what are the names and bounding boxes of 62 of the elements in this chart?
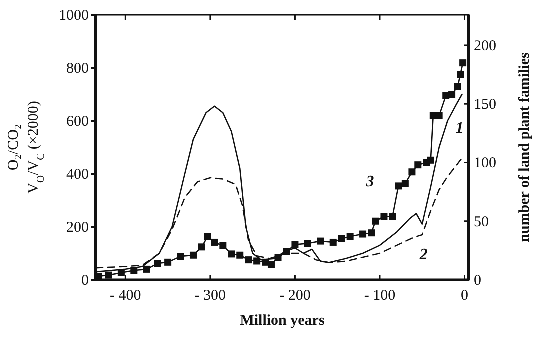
series-label: 1 [456,120,464,137]
y2-tick-label: 100 [474,156,496,172]
point [245,256,252,264]
point [204,233,212,240]
point [389,213,396,220]
y-tick-label: 1000 [59,8,89,24]
y2-axis-title: number of land plant families [517,52,533,242]
y-tick-label: 200 [66,220,89,236]
point [190,252,197,259]
point [236,252,244,259]
point [380,213,388,220]
x-tick-label: 0 [461,288,469,304]
point [408,168,416,176]
x-tick-label: - 300 [194,288,226,304]
point [292,241,299,248]
point [368,230,376,237]
point [254,258,261,265]
point [274,254,282,262]
point [402,180,409,188]
point [460,60,467,67]
x-axis-title: Million years [240,313,325,329]
series-label: 3 [365,174,374,191]
point [177,253,184,260]
point [105,272,112,279]
point [457,71,464,78]
y-tick-label: 0 [82,273,89,289]
point [338,235,346,242]
y-tick-label: 400 [66,167,89,183]
x-tick-label: - 400 [110,288,142,304]
point [228,250,236,258]
point [262,258,270,266]
point [454,83,462,90]
series-label: 2 [418,246,428,264]
point [360,230,367,238]
point [448,91,456,98]
point [268,261,275,268]
y2-tick-label: 150 [474,97,496,114]
point [198,244,206,251]
point [414,162,422,169]
x-tick-label: - 100 [364,288,396,304]
point [130,267,138,274]
point [164,258,172,266]
x-tick-label: - 200 [280,288,311,304]
y2-tick-label: 50 [474,214,489,230]
point [211,238,218,246]
point [372,218,380,225]
y-tick-label: 600 [66,114,89,130]
point [330,238,337,246]
y2-tick-label: 0 [474,273,482,289]
point [304,240,312,248]
point [118,269,125,276]
y-tick-label: 800 [66,61,89,77]
point [143,266,150,273]
point [346,233,354,240]
point [317,238,324,245]
y2-tick-label: 200 [474,38,496,54]
point [436,112,443,120]
point [395,182,402,190]
point [427,156,434,164]
point [220,242,227,250]
point [154,260,162,268]
point [283,248,290,256]
